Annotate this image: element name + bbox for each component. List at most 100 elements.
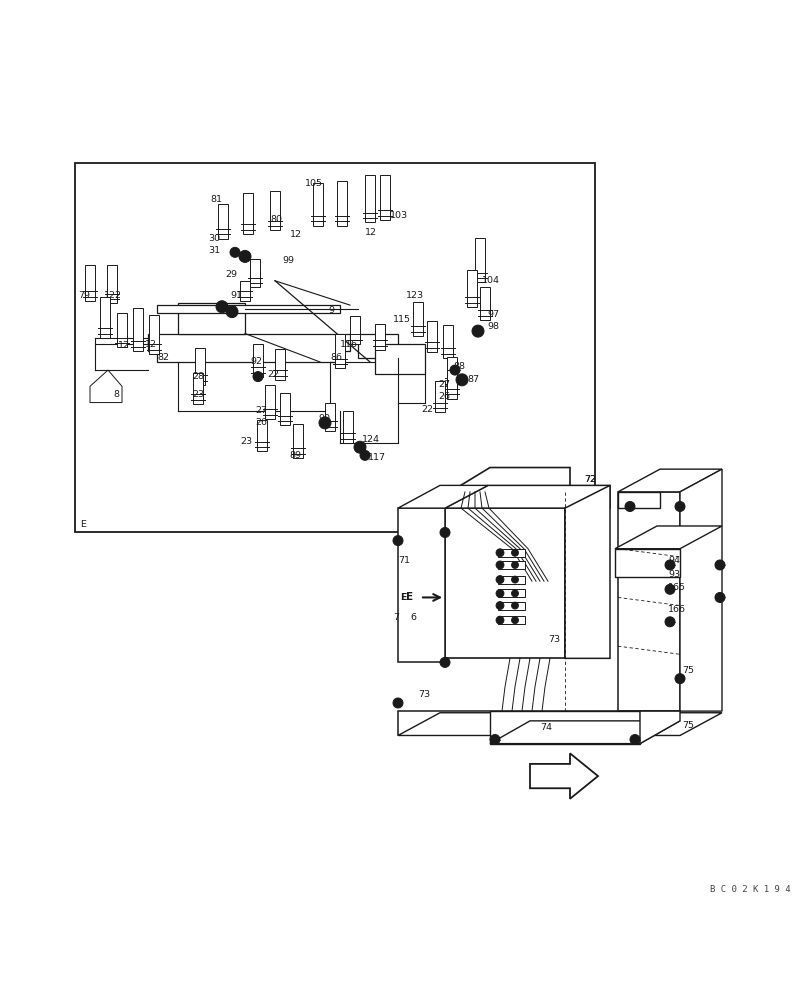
- Text: 80: 80: [270, 215, 281, 224]
- Bar: [275, 349, 285, 380]
- Text: 22: 22: [267, 370, 279, 379]
- Circle shape: [496, 589, 504, 597]
- Text: 29: 29: [225, 270, 237, 279]
- Bar: [324, 403, 335, 431]
- Polygon shape: [375, 344, 424, 374]
- Text: 94: 94: [667, 556, 679, 565]
- Bar: [444, 508, 564, 658]
- Text: 99: 99: [281, 256, 294, 265]
- Text: 75: 75: [681, 721, 693, 730]
- Circle shape: [393, 698, 402, 708]
- Polygon shape: [614, 526, 721, 549]
- Circle shape: [511, 561, 518, 568]
- Text: 88: 88: [453, 362, 465, 371]
- Polygon shape: [449, 468, 569, 492]
- Bar: [270, 191, 280, 230]
- Bar: [380, 175, 389, 220]
- Text: 28: 28: [191, 372, 204, 381]
- Text: 26: 26: [437, 392, 449, 401]
- Circle shape: [511, 549, 518, 556]
- Circle shape: [354, 441, 366, 453]
- Text: 6: 6: [410, 613, 415, 622]
- Bar: [280, 393, 290, 425]
- Text: 86: 86: [329, 353, 341, 362]
- Text: 12: 12: [145, 340, 157, 349]
- Circle shape: [489, 735, 500, 745]
- Bar: [350, 316, 359, 344]
- Bar: [337, 181, 346, 226]
- Text: 124: 124: [362, 435, 380, 444]
- Text: 82: 82: [157, 353, 169, 362]
- Polygon shape: [397, 713, 721, 735]
- Circle shape: [440, 657, 449, 667]
- Circle shape: [474, 328, 480, 334]
- Text: B C 0 2 K 1 9 4: B C 0 2 K 1 9 4: [709, 885, 789, 894]
- Text: 12: 12: [290, 230, 302, 239]
- Circle shape: [229, 309, 234, 314]
- Circle shape: [219, 304, 225, 309]
- Circle shape: [459, 377, 464, 383]
- Text: 9: 9: [328, 306, 333, 315]
- Circle shape: [216, 301, 228, 313]
- Text: 12: 12: [365, 228, 376, 237]
- Text: 92: 92: [250, 357, 262, 366]
- Polygon shape: [358, 334, 397, 358]
- Text: 165: 165: [667, 583, 685, 592]
- Circle shape: [629, 735, 639, 745]
- Text: 23: 23: [240, 437, 251, 446]
- Text: 90: 90: [318, 414, 329, 423]
- Text: 7: 7: [393, 613, 398, 622]
- Bar: [497, 601, 525, 610]
- Text: 115: 115: [393, 315, 410, 324]
- Text: 8: 8: [113, 390, 119, 399]
- Text: 93: 93: [667, 570, 680, 579]
- Polygon shape: [617, 492, 659, 508]
- Bar: [250, 259, 260, 287]
- Circle shape: [359, 450, 370, 460]
- Text: 71: 71: [397, 556, 410, 565]
- Text: 72: 72: [583, 475, 595, 484]
- Circle shape: [664, 617, 674, 627]
- Circle shape: [496, 576, 504, 584]
- Circle shape: [664, 560, 674, 570]
- Text: 75: 75: [681, 666, 693, 675]
- Polygon shape: [530, 753, 597, 799]
- Circle shape: [496, 616, 504, 624]
- Circle shape: [440, 527, 449, 537]
- Polygon shape: [157, 305, 340, 313]
- Bar: [264, 385, 275, 419]
- Bar: [479, 287, 489, 320]
- Polygon shape: [397, 485, 487, 508]
- Bar: [75, 163, 594, 532]
- Text: 31: 31: [208, 246, 220, 255]
- Circle shape: [322, 420, 328, 426]
- Circle shape: [496, 561, 504, 569]
- Text: E: E: [406, 592, 413, 602]
- Text: 116: 116: [340, 340, 358, 349]
- Polygon shape: [397, 508, 444, 662]
- Bar: [435, 381, 444, 412]
- Bar: [489, 711, 639, 744]
- Polygon shape: [639, 711, 679, 744]
- Text: 81: 81: [210, 195, 221, 204]
- Bar: [427, 321, 436, 352]
- Circle shape: [511, 617, 518, 624]
- Bar: [466, 270, 476, 307]
- Bar: [312, 183, 323, 226]
- Circle shape: [238, 250, 251, 262]
- Circle shape: [357, 445, 363, 450]
- Polygon shape: [489, 721, 679, 744]
- Bar: [497, 576, 525, 584]
- Text: 22: 22: [420, 405, 432, 414]
- Circle shape: [714, 592, 724, 602]
- Bar: [193, 373, 203, 404]
- Bar: [133, 308, 143, 351]
- Bar: [240, 281, 250, 301]
- Circle shape: [253, 372, 263, 382]
- Text: 72: 72: [583, 475, 595, 484]
- Bar: [497, 549, 525, 557]
- Bar: [443, 325, 453, 358]
- Bar: [293, 424, 303, 458]
- Text: 89: 89: [289, 451, 301, 460]
- Text: 27: 27: [255, 406, 267, 415]
